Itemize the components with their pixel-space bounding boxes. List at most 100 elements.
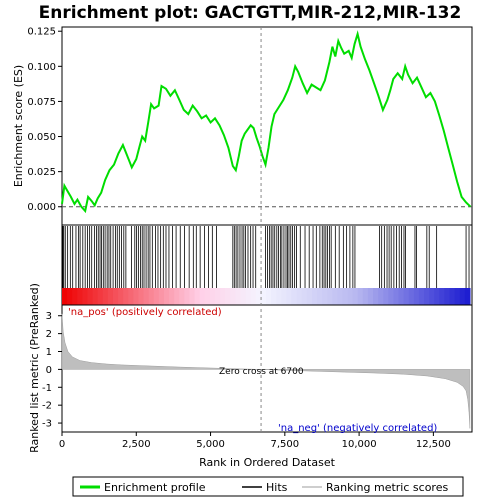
heat-bar-segment (199, 288, 206, 305)
heat-bar-segment (408, 288, 415, 305)
heat-bar-segment (204, 288, 211, 305)
metric-y-tick-label: 0 (46, 365, 52, 376)
heat-bar-segment (449, 288, 456, 305)
heat-bar-segment (112, 288, 119, 305)
es-y-tick-label: 0.025 (27, 167, 56, 178)
heat-bar-segment (62, 288, 68, 305)
es-y-tick-label: 0.050 (27, 132, 56, 143)
heat-bar-segment (311, 288, 318, 305)
heat-bar-segment (245, 288, 252, 305)
x-axis: 0 2,500 5,000 7,500 10,000 12,500 (59, 432, 451, 450)
heat-bar-segment (255, 288, 262, 305)
heat-bar-segment (179, 288, 185, 305)
heat-bar-segment (97, 288, 104, 305)
heat-bar-segment (209, 288, 216, 305)
heat-bar-segment (169, 288, 175, 305)
heat-bar-segment (306, 288, 313, 305)
heat-bar-segment (230, 288, 236, 305)
heat-bar-segment (316, 288, 323, 305)
heat-bar-segment (373, 288, 379, 305)
metric-y-axis: 3 2 1 0 -1 -2 -3 (42, 311, 62, 430)
heat-bar-segment (459, 288, 466, 305)
heat-bar-segment (184, 288, 191, 305)
ranking-metric-area (61, 313, 471, 429)
heat-bar-segment (143, 288, 150, 305)
legend-box (72, 476, 464, 497)
heat-bar-segment (322, 288, 328, 305)
heat-bar-segment (296, 288, 303, 305)
negative-correlation-label: 'na_neg' (negatively correlated) (278, 423, 437, 434)
enrichment-profile-line (61, 30, 472, 214)
hits-panel (61, 224, 473, 306)
heat-bar-segment (383, 288, 389, 305)
rank-heat-bar (62, 288, 471, 305)
heat-bar-segment (332, 288, 338, 305)
legend-ranking-metric-scores: Ranking metric scores (326, 481, 448, 494)
heat-bar-segment (128, 288, 134, 305)
heat-bar-segment (403, 288, 410, 305)
heat-bar-segment (301, 288, 308, 305)
heat-bar-segment (429, 288, 435, 305)
x-tick-label: 5,000 (196, 439, 225, 450)
metric-y-tick-label: -3 (42, 419, 52, 430)
heat-bar-segment (378, 288, 384, 305)
heat-bar-segment (367, 288, 374, 305)
metric-y-axis-label: Ranked list metric (PreRanked) (28, 283, 41, 453)
heat-bar-segment (220, 288, 226, 305)
heat-bar-segment (225, 288, 231, 305)
heat-bar-segment (444, 288, 451, 305)
heat-bar-segment (174, 288, 180, 305)
heat-bar-segment (439, 288, 446, 305)
metric-y-tick-label: 2 (46, 329, 52, 340)
heat-bar-segment (250, 288, 257, 305)
heat-bar-segment (163, 288, 170, 305)
heat-bar-segment (352, 288, 359, 305)
heat-bar-segment (123, 288, 129, 305)
es-y-axis: 0.000 0.025 0.050 0.075 0.100 0.125 (27, 27, 62, 213)
heat-bar-segment (138, 288, 145, 305)
zero-cross-label: Zero cross at 6700 (219, 367, 304, 377)
x-tick-label: 7,500 (271, 439, 300, 450)
heat-bar-segment (148, 288, 155, 305)
heat-bar-segment (102, 288, 109, 305)
es-y-tick-label: 0.075 (27, 97, 56, 108)
metric-y-tick-label: -1 (42, 383, 52, 394)
heat-bar-segment (347, 288, 354, 305)
heat-bar-segment (260, 288, 267, 305)
heat-bar-segment (82, 288, 89, 305)
heat-bar-segment (286, 288, 293, 305)
heat-bar-segment (189, 288, 196, 305)
heat-bar-segment (92, 288, 99, 305)
heat-bar-segment (357, 288, 364, 305)
x-tick-label: 0 (59, 439, 65, 450)
heat-bar-segment (72, 288, 78, 305)
heat-bar-segment (464, 288, 471, 305)
es-panel: 0.000 0.025 0.050 0.075 0.100 0.125 Enrichmen… (12, 26, 473, 226)
heat-bar-segment (240, 288, 247, 305)
heat-bar-segment (87, 288, 94, 305)
heat-bar-segment (413, 288, 420, 305)
heat-bar-segment (194, 288, 201, 305)
heat-bar-segment (77, 288, 83, 305)
heat-bar-segment (158, 288, 165, 305)
heat-bar-segment (424, 288, 430, 305)
metric-panel: 3 2 1 0 -1 -2 -3 'na_pos' (positively correlat… (28, 27, 473, 453)
heat-bar-segment (388, 288, 395, 305)
heat-bar-segment (291, 288, 298, 305)
heat-bar-segment (398, 288, 405, 305)
heat-bar-segment (393, 288, 400, 305)
hit-markers (62, 226, 470, 288)
metric-y-tick-label: -2 (42, 401, 52, 412)
es-y-tick-label: 0.000 (27, 202, 56, 213)
legend-hits: Hits (266, 481, 288, 494)
legend: Enrichment profile Hits Ranking metric s… (72, 476, 464, 497)
heat-bar-segment (271, 288, 277, 305)
x-axis-label: Rank in Ordered Dataset (199, 456, 336, 469)
es-y-tick-label: 0.125 (27, 27, 56, 38)
heat-bar-segment (281, 288, 287, 305)
heat-bar-segment (153, 288, 160, 305)
heat-bar-segment (133, 288, 140, 305)
heat-bar-segment (265, 288, 272, 305)
heat-bar-segment (454, 288, 461, 305)
